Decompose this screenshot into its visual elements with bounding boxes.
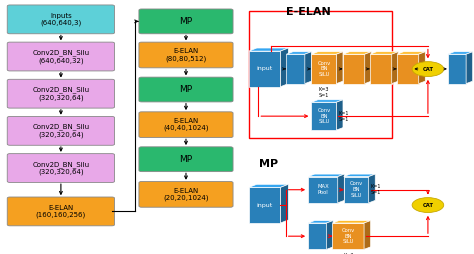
Circle shape <box>412 198 444 213</box>
Polygon shape <box>397 54 419 84</box>
Polygon shape <box>466 52 473 84</box>
Polygon shape <box>332 223 364 249</box>
FancyBboxPatch shape <box>7 154 115 182</box>
FancyBboxPatch shape <box>7 117 115 145</box>
Text: Conv
BN
SiLU: Conv BN SiLU <box>317 108 330 124</box>
Polygon shape <box>249 48 288 51</box>
Text: K=1
S=1: K=1 S=1 <box>371 184 381 195</box>
Text: Conv2D_BN_Silu
(640,640,32): Conv2D_BN_Silu (640,640,32) <box>32 50 90 64</box>
Polygon shape <box>249 51 281 87</box>
Text: E-ELAN
(20,20,1024): E-ELAN (20,20,1024) <box>163 188 209 201</box>
Text: E-ELAN
(40,40,1024): E-ELAN (40,40,1024) <box>163 118 209 131</box>
Text: MP: MP <box>180 17 192 26</box>
Text: Conv
BN
SiLU: Conv BN SiLU <box>349 181 363 198</box>
Text: E-ELAN
(160,160,256): E-ELAN (160,160,256) <box>36 205 86 218</box>
Polygon shape <box>281 184 288 223</box>
Polygon shape <box>343 54 365 84</box>
Polygon shape <box>419 52 425 84</box>
Polygon shape <box>311 54 337 84</box>
Polygon shape <box>308 177 337 203</box>
Text: CAT: CAT <box>422 202 433 208</box>
Polygon shape <box>337 52 343 84</box>
Text: Conv2D_BN_Silu
(320,320,64): Conv2D_BN_Silu (320,320,64) <box>32 124 90 138</box>
Text: K=3
S=1: K=3 S=1 <box>319 87 329 98</box>
Circle shape <box>412 62 444 76</box>
Text: MP: MP <box>259 159 278 169</box>
FancyBboxPatch shape <box>139 9 233 34</box>
Polygon shape <box>305 52 311 84</box>
Polygon shape <box>392 52 398 84</box>
FancyBboxPatch shape <box>7 5 115 34</box>
Polygon shape <box>344 177 369 203</box>
Polygon shape <box>370 52 398 54</box>
Text: Inputs
(640,640,3): Inputs (640,640,3) <box>40 13 82 26</box>
FancyBboxPatch shape <box>139 182 233 207</box>
FancyBboxPatch shape <box>7 197 115 226</box>
Polygon shape <box>332 220 371 223</box>
FancyBboxPatch shape <box>7 79 115 108</box>
Polygon shape <box>337 100 343 130</box>
Polygon shape <box>286 54 305 84</box>
Text: Conv
BN
SiLU: Conv BN SiLU <box>342 228 355 245</box>
Text: E-ELAN
(80,80,512): E-ELAN (80,80,512) <box>165 48 207 62</box>
FancyBboxPatch shape <box>139 147 233 172</box>
Polygon shape <box>365 52 371 84</box>
Polygon shape <box>311 52 343 54</box>
Text: MP: MP <box>180 85 192 94</box>
Polygon shape <box>344 174 375 177</box>
Polygon shape <box>343 52 371 54</box>
Text: K=1
S=1: K=1 S=1 <box>338 111 349 122</box>
FancyBboxPatch shape <box>139 77 233 102</box>
Polygon shape <box>249 187 281 223</box>
Polygon shape <box>249 184 288 187</box>
Text: K=3
S=2: K=3 S=2 <box>343 253 354 254</box>
Polygon shape <box>286 52 311 54</box>
Polygon shape <box>369 174 375 203</box>
Polygon shape <box>327 220 333 249</box>
Polygon shape <box>364 220 371 249</box>
FancyBboxPatch shape <box>139 112 233 137</box>
FancyBboxPatch shape <box>7 42 115 71</box>
Text: input: input <box>256 203 273 208</box>
Polygon shape <box>370 54 392 84</box>
Polygon shape <box>447 54 466 84</box>
Polygon shape <box>397 52 425 54</box>
Polygon shape <box>447 52 473 54</box>
Polygon shape <box>308 174 344 177</box>
Text: E-ELAN: E-ELAN <box>286 7 331 17</box>
FancyBboxPatch shape <box>139 42 233 68</box>
Polygon shape <box>311 102 337 130</box>
Text: input: input <box>256 66 273 71</box>
Text: Conv
BN
SiLU: Conv BN SiLU <box>317 61 330 77</box>
Text: Conv2D_BN_Silu
(320,320,64): Conv2D_BN_Silu (320,320,64) <box>32 161 90 175</box>
Polygon shape <box>308 220 333 223</box>
Text: CAT: CAT <box>422 67 433 72</box>
Polygon shape <box>308 223 327 249</box>
Polygon shape <box>281 48 288 87</box>
Text: MP: MP <box>180 155 192 164</box>
Text: Conv2D_BN_Silu
(320,320,64): Conv2D_BN_Silu (320,320,64) <box>32 87 90 101</box>
Text: MAX
Pool: MAX Pool <box>317 184 329 195</box>
Polygon shape <box>311 100 343 102</box>
Polygon shape <box>337 174 344 203</box>
